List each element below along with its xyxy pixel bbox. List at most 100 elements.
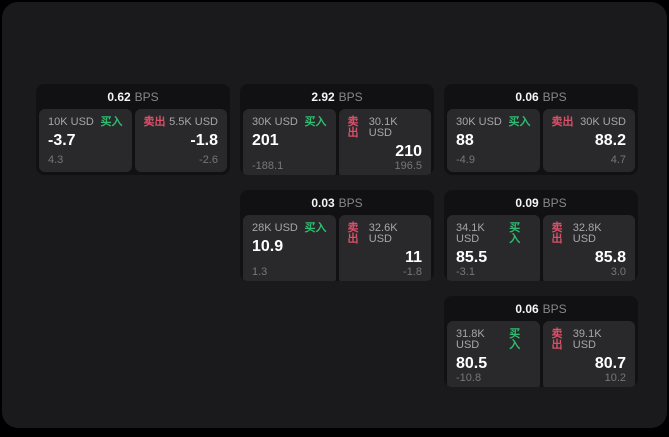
sell-price: 88.2: [594, 132, 626, 149]
quote-card: 0.62 BPS 10K USD 买入 -3.7 4.3 卖出 5.5K USD…: [36, 84, 230, 175]
sell-panel[interactable]: 卖出 39.1K USD 80.7 10.2: [542, 321, 635, 387]
quote-panels: 30K USD 买入 88 -4.9 卖出 30K USD 88.2 4.7: [444, 109, 638, 175]
sell-label: 卖出: [143, 116, 166, 128]
quote-panels: 31.8K USD 买入 80.5 -10.8 卖出 39.1K USD 80.…: [444, 321, 638, 387]
sell-panel[interactable]: 卖出 32.8K USD 85.8 3.0: [542, 215, 635, 281]
buy-label: 买入: [508, 116, 531, 128]
quote-panels: 10K USD 买入 -3.7 4.3 卖出 5.5K USD -1.8 -2.…: [36, 109, 230, 175]
bps-header: 0.06 BPS: [444, 296, 638, 321]
buy-panel[interactable]: 30K USD 买入 88 -4.9: [447, 109, 540, 172]
buy-panel[interactable]: 31.8K USD 买入 80.5 -10.8: [447, 321, 540, 387]
sell-panel[interactable]: 卖出 30.1K USD 210 196.5: [338, 109, 431, 175]
sell-price: 85.8: [594, 249, 626, 266]
sell-panel-top: 卖出 32.6K USD: [348, 223, 423, 245]
buy-amount: 30K USD: [456, 116, 502, 128]
buy-price: 88: [456, 132, 474, 149]
buy-label: 买入: [509, 328, 521, 351]
sell-sub-value: 196.5: [394, 159, 422, 172]
sell-amount: 30.1K USD: [368, 116, 398, 139]
buy-panel-top: 30K USD 买入: [252, 117, 327, 128]
sell-price: 210: [395, 143, 422, 160]
sell-amount: 32.8K USD: [572, 222, 602, 245]
bps-value: 0.62: [107, 89, 131, 104]
quote-card-grid: 0.62 BPS 10K USD 买入 -3.7 4.3 卖出 5.5K USD…: [36, 84, 638, 387]
sell-sub-value: -1.8: [403, 265, 422, 278]
buy-sub-value: -10.8: [456, 371, 482, 384]
buy-price: 10.9: [252, 238, 284, 255]
quote-panels: 28K USD 买入 10.9 1.3 卖出 32.6K USD 11 -1.8: [240, 215, 434, 281]
bps-unit-label: BPS: [134, 89, 159, 104]
sell-panel-top: 卖出 5.5K USD: [144, 117, 219, 128]
sell-label: 卖出: [551, 116, 574, 128]
buy-sub-value: -188.1: [252, 159, 284, 172]
bps-header: 0.62 BPS: [36, 84, 230, 109]
buy-sub-value: 4.3: [48, 154, 64, 166]
sell-label: 卖出: [347, 116, 359, 139]
bps-value: 0.09: [515, 195, 539, 210]
quote-card: 0.06 BPS 31.8K USD 买入 80.5 -10.8 卖出 39.1…: [444, 296, 638, 387]
quote-panels: 34.1K USD 买入 85.5 -3.1 卖出 32.8K USD 85.8…: [444, 215, 638, 281]
sell-panel[interactable]: 卖出 5.5K USD -1.8 -2.6: [134, 109, 227, 172]
buy-panel[interactable]: 28K USD 买入 10.9 1.3: [243, 215, 336, 281]
buy-label: 买入: [509, 222, 521, 245]
buy-amount: 10K USD: [48, 116, 94, 128]
bps-value: 0.06: [515, 301, 539, 316]
buy-price: 85.5: [456, 249, 488, 266]
buy-sub-value: -3.1: [456, 265, 475, 278]
sell-panel[interactable]: 卖出 30K USD 88.2 4.7: [542, 109, 635, 172]
sell-sub-value: -2.6: [199, 154, 218, 166]
bps-header: 0.06 BPS: [444, 84, 638, 109]
bps-value: 0.06: [515, 89, 539, 104]
sell-sub-value: 10.2: [604, 371, 626, 384]
buy-sub-value: 1.3: [252, 265, 268, 278]
bps-unit-label: BPS: [338, 89, 363, 104]
buy-amount: 30K USD: [252, 116, 298, 128]
bps-header: 2.92 BPS: [240, 84, 434, 109]
sell-price: -1.8: [190, 132, 218, 149]
quote-card: 0.06 BPS 30K USD 买入 88 -4.9 卖出 30K USD 8…: [444, 84, 638, 175]
buy-panel[interactable]: 34.1K USD 买入 85.5 -3.1: [447, 215, 540, 281]
buy-panel-top: 30K USD 买入: [456, 117, 531, 128]
bps-value: 2.92: [311, 89, 335, 104]
sell-amount: 30K USD: [580, 116, 626, 128]
sell-amount: 39.1K USD: [572, 328, 602, 351]
buy-panel-top: 28K USD 买入: [252, 223, 327, 234]
buy-label: 买入: [304, 116, 327, 128]
sell-amount: 5.5K USD: [169, 116, 218, 128]
buy-panel-top: 10K USD 买入: [48, 117, 123, 128]
sell-sub-value: 3.0: [610, 265, 626, 278]
sell-label: 卖出: [551, 222, 563, 245]
sell-price: 80.7: [594, 355, 626, 372]
sell-panel[interactable]: 卖出 32.6K USD 11 -1.8: [338, 215, 431, 281]
sell-label: 卖出: [551, 328, 563, 351]
sell-panel-top: 卖出 30K USD: [552, 117, 627, 128]
buy-price: 80.5: [456, 355, 488, 372]
bps-unit-label: BPS: [542, 89, 567, 104]
quote-panels: 30K USD 买入 201 -188.1 卖出 30.1K USD 210 1…: [240, 109, 434, 175]
sell-sub-value: 4.7: [610, 154, 626, 166]
sell-panel-top: 卖出 32.8K USD: [552, 223, 627, 245]
bps-header: 0.03 BPS: [240, 190, 434, 215]
buy-price: -3.7: [48, 132, 76, 149]
buy-price: 201: [252, 132, 279, 149]
quote-card: 0.03 BPS 28K USD 买入 10.9 1.3 卖出 32.6K US…: [240, 190, 434, 281]
sell-amount: 32.6K USD: [368, 222, 398, 245]
sell-panel-top: 卖出 39.1K USD: [552, 329, 627, 351]
bps-unit-label: BPS: [542, 195, 567, 210]
buy-label: 买入: [304, 222, 327, 234]
buy-amount: 31.8K USD: [456, 328, 485, 351]
buy-sub-value: -4.9: [456, 154, 475, 166]
buy-amount: 34.1K USD: [456, 222, 485, 245]
bps-value: 0.03: [311, 195, 335, 210]
sell-price: 11: [405, 249, 422, 266]
bps-unit-label: BPS: [338, 195, 363, 210]
quote-card: 2.92 BPS 30K USD 买入 201 -188.1 卖出 30.1K …: [240, 84, 434, 175]
bps-header: 0.09 BPS: [444, 190, 638, 215]
buy-label: 买入: [100, 116, 123, 128]
bps-unit-label: BPS: [542, 301, 567, 316]
buy-panel-top: 34.1K USD 买入: [456, 223, 531, 245]
buy-panel[interactable]: 10K USD 买入 -3.7 4.3: [39, 109, 132, 172]
buy-panel-top: 31.8K USD 买入: [456, 329, 531, 351]
buy-panel[interactable]: 30K USD 买入 201 -188.1: [243, 109, 336, 175]
quote-card: 0.09 BPS 34.1K USD 买入 85.5 -3.1 卖出 32.8K…: [444, 190, 638, 281]
